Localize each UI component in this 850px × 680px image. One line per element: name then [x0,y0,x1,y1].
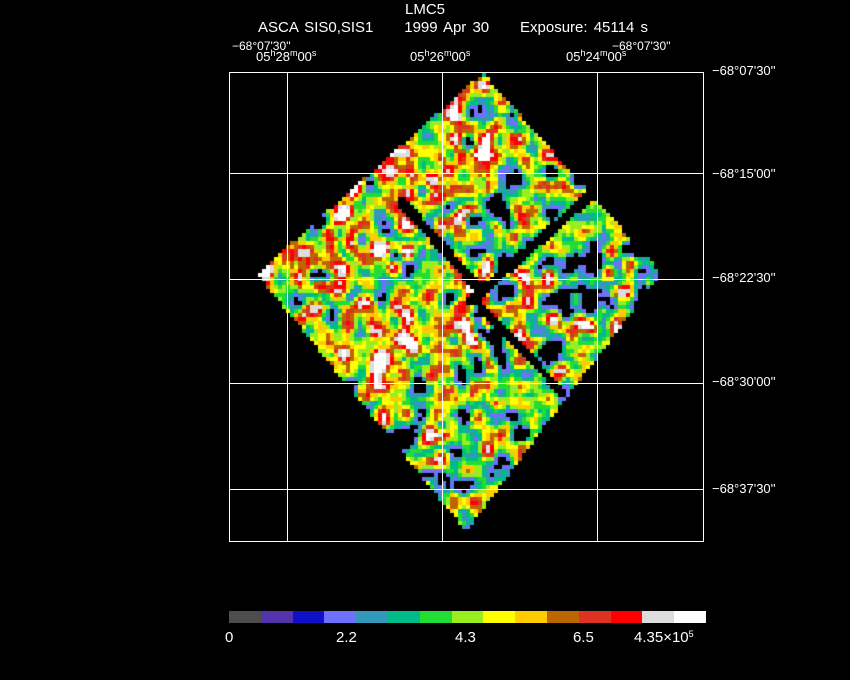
observation-info: ASCA SIS0,SIS1 1999 Apr 30 Exposure: 451… [258,20,648,36]
colorbar-swatch [324,611,357,623]
colorbar-label: 2.2 [336,629,357,646]
colorbar-swatch [483,611,516,623]
colorbar-swatch [419,611,452,623]
colorbar-label: 6.5 [573,629,594,646]
colorbar-swatch [387,611,420,623]
colorbar-swatch [260,611,293,623]
colorbar-label: 4.3 [455,629,476,646]
dec-grid-line [230,489,703,490]
sky-image-frame [229,72,704,542]
colorbar-scale-label: 4.35×105 [634,629,694,646]
colorbar-swatch [642,611,675,623]
dec-tick-label: −68°30'00'' [712,374,776,389]
colorbar-swatch [578,611,611,623]
ra-corner-left-label: −68°07'30'' [232,39,291,53]
date-label: 1999 Apr 30 [404,19,490,36]
colorbar-swatch [356,611,388,623]
ra-grid-line [287,73,288,541]
ra-grid-line [597,73,598,541]
ra-corner-right-label: −68°07'30'' [612,39,671,53]
image-title: LMC5 [404,1,445,18]
dec-grid-line [230,279,703,280]
colorbar-swatch [229,611,261,623]
colorbar-swatch [292,611,325,623]
xray-count-map [230,73,703,541]
ra-tick-label: 05h28m00s [256,48,317,65]
colorbar-label: 0 [225,629,234,646]
dec-tick-label: −68°22'30'' [712,270,776,285]
colorbar-swatch [515,611,547,623]
dec-grid-line [230,173,703,174]
ra-tick-label: 05h26m00s [410,48,471,65]
dec-tick-label: −68°37'30'' [712,481,776,496]
colorbar [229,611,706,623]
dec-tick-label: −68°07'30'' [712,63,776,78]
ra-grid-line [442,73,443,541]
colorbar-swatch [451,611,484,623]
dec-grid-line [230,383,703,384]
mission-label: ASCA SIS0,SIS1 [258,19,374,36]
dec-tick-label: −68°15'00'' [712,166,776,181]
ra-tick-label: 05h24m00s [566,48,627,65]
colorbar-swatch [546,611,579,623]
colorbar-swatch [674,611,706,623]
colorbar-swatch [610,611,643,623]
exposure-label: Exposure: 45114 s [520,19,648,36]
